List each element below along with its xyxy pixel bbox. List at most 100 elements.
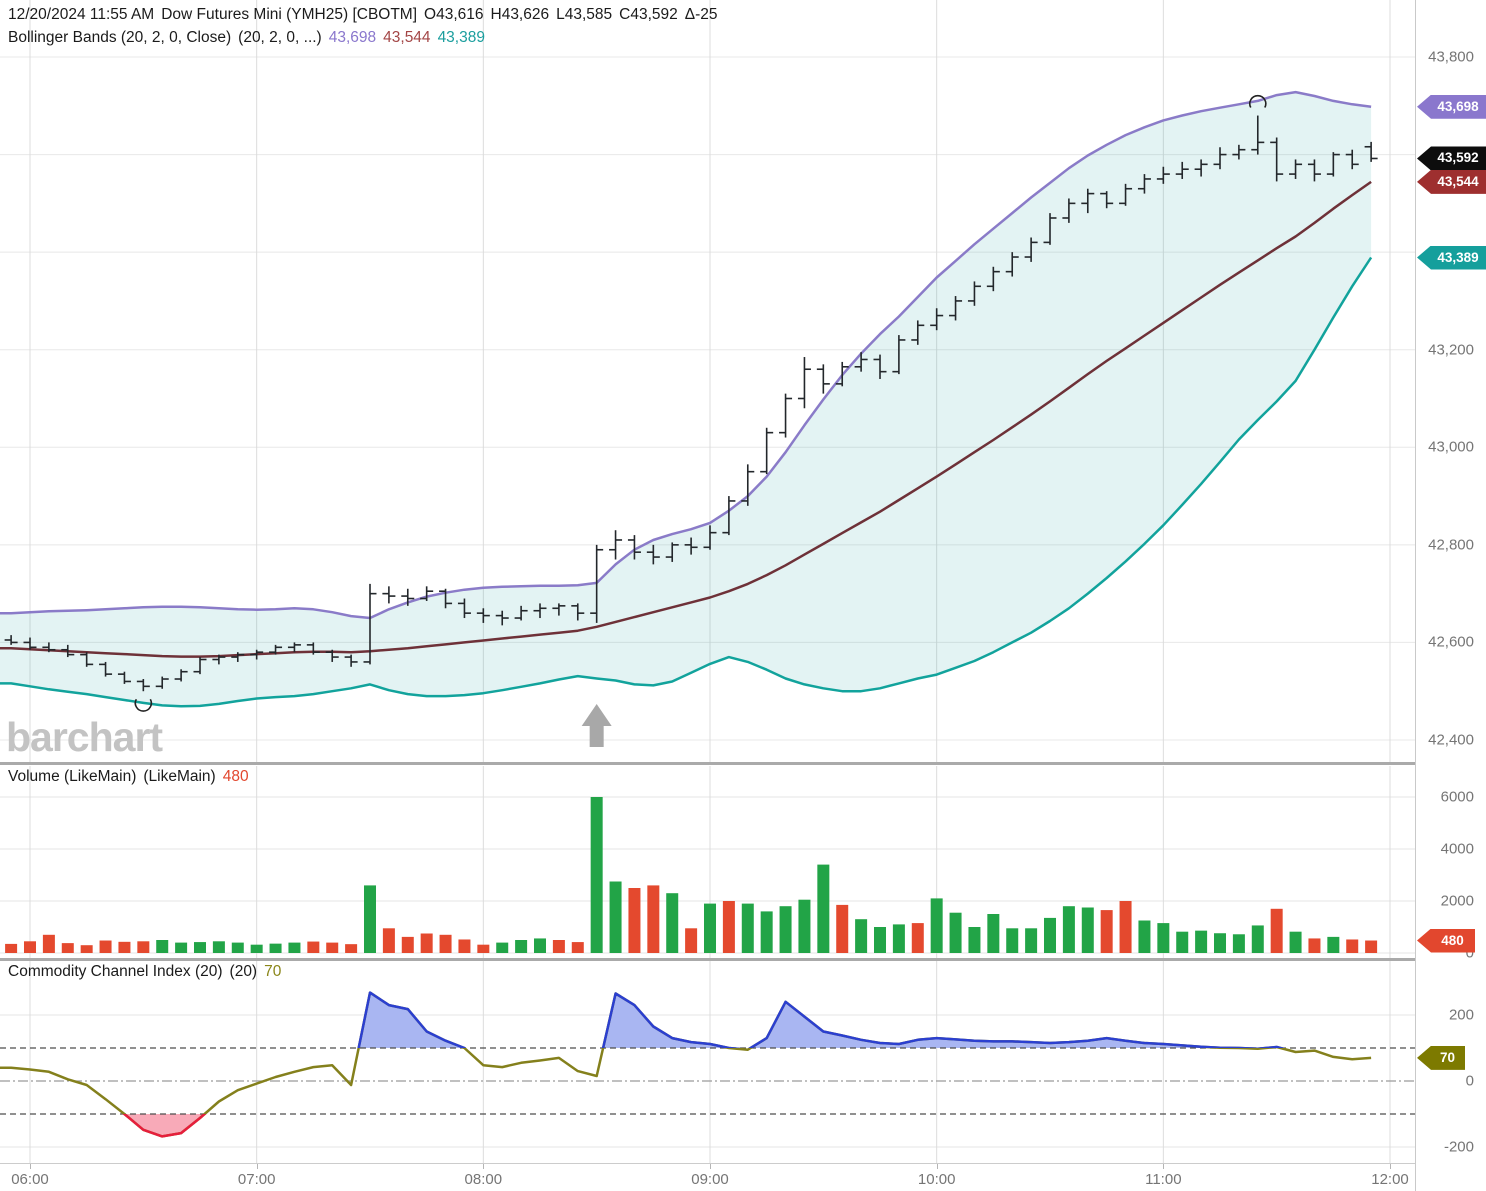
volume-bar	[175, 942, 188, 953]
time-axis-label: 10:00	[917, 1171, 956, 1188]
cci-line-oversold	[122, 1114, 207, 1138]
volume-bar	[760, 911, 773, 953]
cci-badge: 70	[1417, 1045, 1465, 1070]
volume-bar	[666, 893, 679, 953]
volume-bar	[704, 903, 717, 953]
cci-title[interactable]: Commodity Channel Index (20)	[8, 963, 223, 980]
volume-bar	[515, 940, 528, 953]
volume-bar	[1006, 928, 1019, 953]
volume-bar	[269, 943, 282, 953]
time-axis-label: 07:00	[237, 1171, 276, 1188]
volume-bar	[288, 942, 301, 953]
panel-divider[interactable]	[0, 958, 1415, 961]
volume-bar	[364, 885, 377, 953]
price-axis-tick: 43,000	[1428, 438, 1474, 456]
volume-bar	[628, 888, 641, 953]
cci-params: (20)	[229, 963, 258, 980]
bb-upper-value: 43,698	[328, 29, 377, 46]
volume-bar	[949, 912, 962, 953]
time-axis-tickmark	[936, 1164, 938, 1169]
quote-line: 12/20/2024 11:55 AM Dow Futures Mini (YMH…	[8, 3, 725, 26]
time-axis-label: 08:00	[464, 1171, 503, 1188]
volume-panel[interactable]: Volume (LikeMain) (LikeMain) 480	[0, 766, 1415, 958]
volume-axis-tick: 0	[1465, 944, 1474, 962]
chart-header: 12/20/2024 11:55 AM Dow Futures Mini (YMH…	[8, 3, 725, 49]
price-axis-tick: 43,800	[1428, 48, 1474, 66]
price-badge: 43,544	[1417, 169, 1486, 194]
volume-bar	[552, 940, 565, 953]
volume-axis-tick: 2000	[1440, 892, 1474, 910]
volume-bar	[590, 797, 603, 953]
cci-oversold-fill	[0, 1114, 1372, 1137]
up-arrow-annotation[interactable]	[581, 704, 612, 747]
volume-chart-canvas[interactable]	[0, 766, 1415, 958]
cci-axis-tick: 200	[1448, 1006, 1474, 1024]
low-of-day-marker	[134, 698, 153, 712]
time-axis-tickmark	[1163, 1164, 1165, 1169]
volume-bar	[345, 944, 358, 953]
volume-bar	[1062, 906, 1075, 953]
bollinger-lower-line	[0, 256, 1373, 708]
price-axis-column[interactable]: 43,800 43,200 43,000 42,800 42,600 42,400 6000…	[1415, 0, 1486, 1191]
price-badge: 43,698	[1417, 94, 1486, 119]
volume-bar	[1365, 940, 1378, 953]
volume-title-row: Volume (LikeMain) (LikeMain) 480	[8, 768, 256, 786]
time-axis-tickmark	[483, 1164, 485, 1169]
volume-bar	[496, 942, 509, 953]
price-axis-tick: 42,800	[1428, 536, 1474, 554]
price-chart-canvas[interactable]	[0, 0, 1415, 763]
volume-bar	[685, 928, 698, 953]
time-axis-label: 12:00	[1371, 1171, 1409, 1188]
cci-panel[interactable]: Commodity Channel Index (20) (20) 70	[0, 961, 1415, 1163]
volume-bar	[892, 924, 905, 953]
symbol-name: Dow Futures Mini (YMH25) [CBOTM]	[161, 6, 418, 23]
volume-bar	[194, 942, 206, 953]
volume-bar	[968, 927, 981, 953]
volume-bar	[798, 899, 811, 953]
quote-datetime: 12/20/2024 11:55 AM	[8, 6, 155, 23]
volume-bar	[1176, 931, 1189, 953]
volume-bar	[326, 942, 339, 953]
cci-line-overbought	[357, 991, 1286, 1048]
volume-bar	[99, 940, 112, 953]
volume-bar	[647, 885, 660, 953]
price-axis-tick: 42,400	[1428, 731, 1474, 749]
volume-bar	[118, 941, 131, 953]
volume-bar	[930, 898, 943, 953]
volume-bar	[61, 943, 74, 953]
volume-bar	[1081, 907, 1094, 953]
indicator-params: (20, 2, 0, ...)	[238, 29, 322, 46]
indicator-label[interactable]: Bollinger Bands (20, 2, 0, Close)	[8, 29, 232, 46]
volume-bar	[1100, 910, 1113, 953]
volume-bar	[5, 943, 18, 953]
volume-bar	[911, 923, 924, 953]
quote-change: Δ-25	[684, 6, 718, 23]
price-panel[interactable]	[0, 0, 1415, 763]
volume-bar	[80, 945, 93, 953]
volume-bar	[1327, 936, 1340, 953]
volume-bar	[1214, 933, 1227, 953]
bollinger-upper-line	[0, 90, 1372, 620]
volume-title[interactable]: Volume (LikeMain)	[8, 768, 137, 785]
cci-chart-canvas[interactable]	[0, 961, 1415, 1163]
time-axis-label: 06:00	[11, 1171, 49, 1188]
bollinger-band-fill	[0, 92, 1372, 707]
high-of-day-marker	[1248, 94, 1267, 108]
volume-bar	[137, 941, 150, 953]
volume-badge: 480	[1417, 928, 1475, 953]
volume-bar	[231, 942, 244, 953]
volume-bar	[23, 941, 36, 953]
time-axis-tickmark	[29, 1164, 31, 1169]
panel-divider[interactable]	[0, 762, 1415, 765]
volume-bar	[458, 939, 471, 953]
volume-bar	[1119, 901, 1132, 953]
cci-line	[0, 991, 1372, 1138]
volume-bar	[382, 928, 395, 953]
cci-overbought-fill	[0, 992, 1372, 1048]
price-badge: 43,389	[1417, 245, 1486, 270]
volume-bar	[534, 938, 547, 953]
price-axis-tick: 42,600	[1428, 633, 1474, 651]
volume-bar	[1232, 934, 1245, 953]
volume-bar	[722, 901, 735, 953]
